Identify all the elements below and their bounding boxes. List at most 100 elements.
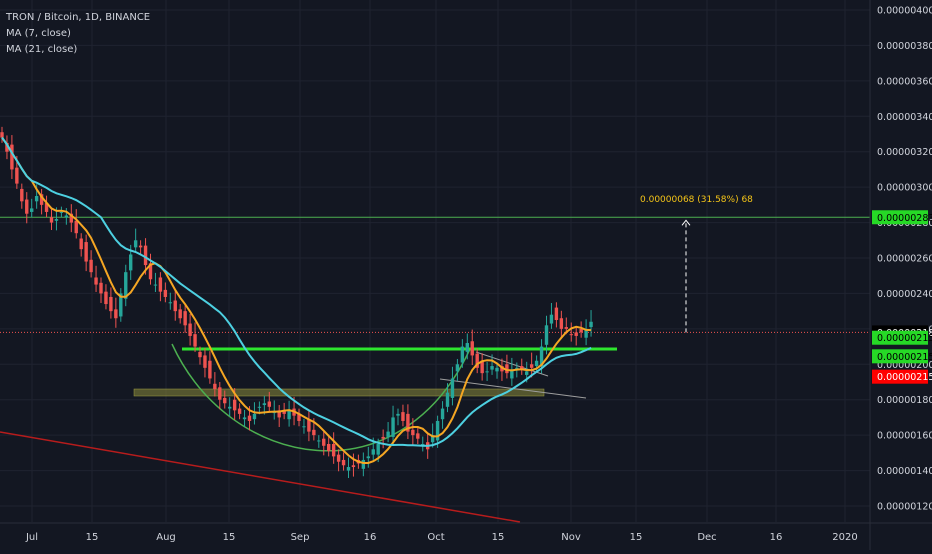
- candle-body[interactable]: [554, 307, 559, 320]
- candle-body[interactable]: [64, 215, 69, 218]
- candle-body[interactable]: [178, 309, 182, 319]
- candle-body[interactable]: [25, 199, 29, 214]
- candle-body[interactable]: [109, 296, 113, 312]
- candle-body[interactable]: [312, 429, 316, 436]
- candle-body[interactable]: [173, 300, 177, 312]
- candle-body[interactable]: [515, 367, 519, 369]
- candle-body[interactable]: [203, 355, 207, 368]
- candle-body[interactable]: [435, 420, 440, 441]
- candle-body[interactable]: [168, 302, 172, 304]
- candle-body[interactable]: [133, 240, 138, 248]
- candle-body[interactable]: [218, 387, 222, 400]
- candle-body[interactable]: [331, 444, 336, 457]
- candle-body[interactable]: [351, 465, 356, 468]
- candle-body[interactable]: [371, 449, 375, 455]
- candle-body[interactable]: [148, 263, 153, 280]
- candle-body[interactable]: [193, 334, 197, 347]
- candle-body[interactable]: [287, 410, 291, 420]
- candle-body[interactable]: [411, 429, 415, 436]
- candle-body[interactable]: [579, 328, 583, 333]
- candle-body[interactable]: [460, 346, 465, 363]
- candle-body[interactable]: [440, 408, 445, 420]
- candle-body[interactable]: [252, 413, 257, 420]
- candle-body[interactable]: [361, 459, 366, 469]
- candle-body[interactable]: [228, 406, 232, 409]
- candle-body[interactable]: [307, 419, 311, 432]
- candle-body[interactable]: [10, 144, 14, 170]
- candle-body[interactable]: [465, 343, 469, 352]
- candle-body[interactable]: [158, 277, 163, 292]
- candle-body[interactable]: [15, 167, 19, 184]
- candle-body[interactable]: [421, 444, 425, 445]
- candle-body[interactable]: [430, 435, 435, 443]
- candle-body[interactable]: [247, 415, 252, 421]
- candle-body[interactable]: [39, 194, 44, 205]
- candle-body[interactable]: [119, 293, 123, 317]
- candle-body[interactable]: [475, 353, 479, 368]
- candle-body[interactable]: [455, 364, 460, 372]
- candle-body[interactable]: [336, 454, 341, 462]
- candle-body[interactable]: [549, 314, 554, 324]
- candle-body[interactable]: [267, 401, 271, 407]
- candle-body[interactable]: [272, 412, 276, 414]
- candle-body[interactable]: [5, 142, 9, 152]
- candle-body[interactable]: [54, 219, 59, 221]
- candle-body[interactable]: [138, 245, 143, 248]
- candle-body[interactable]: [297, 413, 301, 421]
- candle-body[interactable]: [49, 217, 54, 223]
- candle-body[interactable]: [386, 431, 390, 437]
- candle-body[interactable]: [79, 238, 83, 250]
- candle-body[interactable]: [584, 328, 588, 338]
- candle-body[interactable]: [544, 325, 549, 345]
- candle-body[interactable]: [69, 213, 73, 223]
- candle-body[interactable]: [114, 309, 118, 319]
- candle-body[interactable]: [569, 334, 573, 336]
- candle-body[interactable]: [34, 196, 39, 202]
- candle-body[interactable]: [223, 397, 227, 404]
- candle-body[interactable]: [237, 408, 242, 414]
- candle-body[interactable]: [327, 444, 331, 452]
- candle-body[interactable]: [406, 413, 410, 432]
- candle-body[interactable]: [30, 208, 34, 212]
- candle-body[interactable]: [520, 366, 524, 370]
- candle-body[interactable]: [346, 467, 351, 471]
- candle-body[interactable]: [84, 242, 88, 262]
- candle-body[interactable]: [396, 413, 400, 416]
- candle-body[interactable]: [104, 291, 108, 305]
- candle-body[interactable]: [529, 364, 534, 368]
- candle-body[interactable]: [124, 272, 128, 299]
- candle-body[interactable]: [525, 371, 529, 375]
- candle-body[interactable]: [59, 211, 64, 213]
- candle-body[interactable]: [485, 371, 489, 373]
- candle-body[interactable]: [232, 399, 237, 411]
- candle-body[interactable]: [317, 440, 321, 442]
- candle-body[interactable]: [20, 188, 24, 202]
- candle-body[interactable]: [153, 284, 158, 286]
- candle-body[interactable]: [188, 323, 192, 336]
- candle-body[interactable]: [381, 436, 385, 439]
- candle-body[interactable]: [277, 410, 281, 418]
- candle-body[interactable]: [341, 459, 346, 466]
- candle-body[interactable]: [213, 383, 217, 390]
- candle-body[interactable]: [208, 360, 212, 379]
- candle-body[interactable]: [391, 417, 395, 437]
- candle-body[interactable]: [564, 327, 568, 329]
- candle-body[interactable]: [94, 277, 98, 285]
- candle-body[interactable]: [490, 366, 494, 370]
- candle-body[interactable]: [480, 360, 484, 374]
- candle-body[interactable]: [376, 444, 380, 455]
- candle-body[interactable]: [183, 311, 187, 326]
- candle-body[interactable]: [505, 364, 509, 374]
- candle-body[interactable]: [242, 417, 247, 420]
- candle-body[interactable]: [495, 367, 499, 372]
- candle-body[interactable]: [574, 332, 578, 336]
- candle-body[interactable]: [0, 132, 4, 138]
- candle-body[interactable]: [366, 456, 370, 459]
- candle-body[interactable]: [262, 403, 267, 406]
- candle-body[interactable]: [539, 346, 544, 367]
- candle-body[interactable]: [500, 366, 504, 372]
- candle-body[interactable]: [401, 412, 405, 421]
- candle-body[interactable]: [99, 282, 103, 294]
